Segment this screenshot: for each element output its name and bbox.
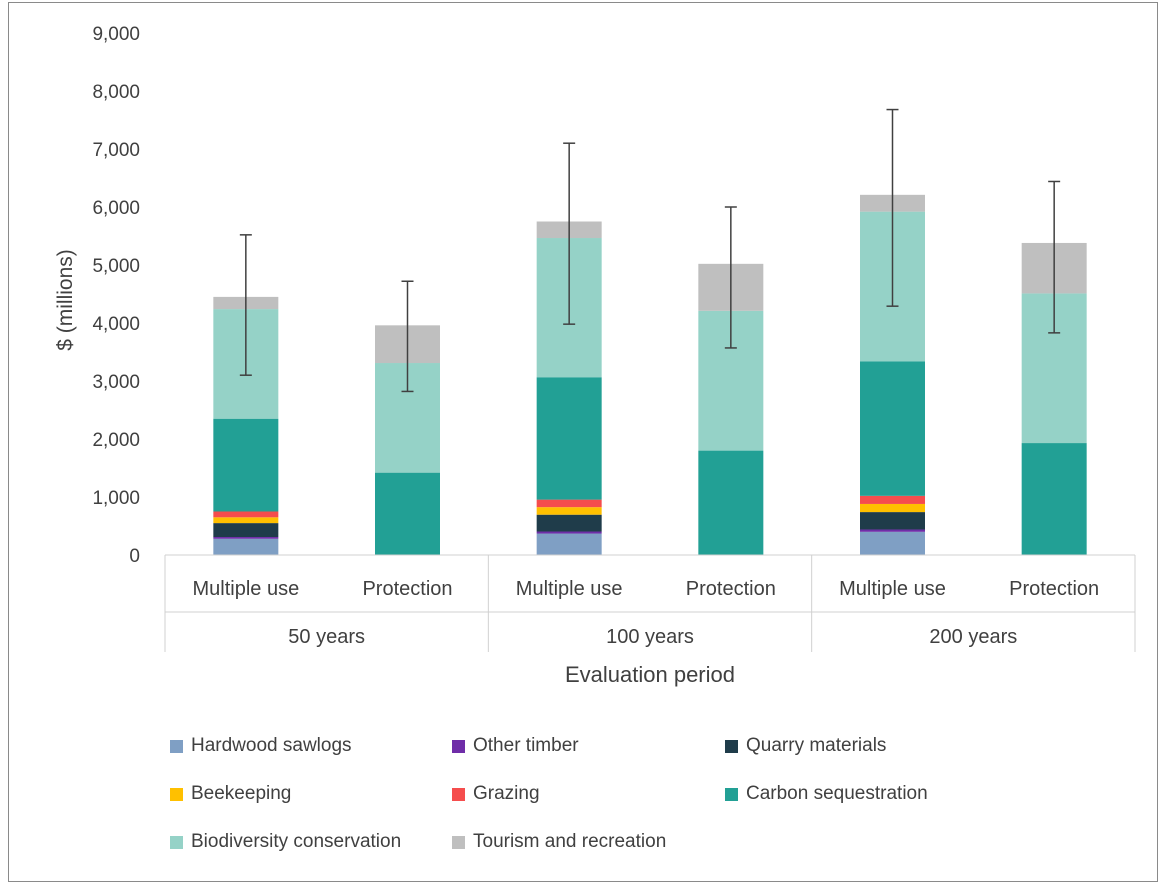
y-tick-label: 1,000 [92,488,140,509]
y-tick-label: 7,000 [92,140,140,161]
legend-item: Hardwood sawlogs [170,735,352,757]
legend-item: Other timber [452,735,579,757]
legend-item: Tourism and recreation [452,831,666,853]
legend-label: Grazing [473,783,540,804]
legend-swatch [452,739,465,753]
legend-label: Quarry materials [746,735,887,756]
x-group-label: 50 years [288,626,365,648]
bar-segment [213,523,279,538]
bar-segment [536,507,602,515]
x-axis-label: Evaluation period [565,662,735,687]
x-group-label: 100 years [606,626,694,648]
stacked-bar-chart: 0 1,000 2,000 3,000 4,000 5,000 6,000 7,000 8,00… [54,24,1136,687]
bar-segment [860,503,925,513]
y-tick-label: 2,000 [92,430,140,451]
legend-swatch [452,787,465,801]
y-tick-label: 5,000 [92,256,140,277]
y-tick-label: 4,000 [92,314,140,335]
legend-item: Grazing [452,783,540,805]
x-category-label: Multiple use [516,578,623,600]
bar-segment [536,499,602,508]
legend-label: Biodiversity conservation [191,831,402,852]
legend-label: Tourism and recreation [473,831,667,852]
bar-segment [860,495,925,504]
bar-segment [860,531,925,555]
bar-segment [536,533,602,555]
legend-swatch [170,787,183,801]
legend-item: Quarry materials [725,735,886,757]
bar-segment [213,418,279,512]
bar-segment [1021,443,1087,555]
bar-segment [213,538,279,555]
legend-swatch [725,787,738,801]
y-axis-label: $ (millions) [54,249,77,351]
legend-swatch [170,835,183,849]
x-category-label: Multiple use [839,578,946,600]
legend-swatch [170,739,183,753]
x-group-label: 200 years [929,626,1017,648]
bar-segment [860,529,925,532]
bar-segment [536,377,602,500]
x-category-label: Protection [362,578,452,600]
legend-item: Carbon sequestration [725,783,928,805]
legend-label: Carbon sequestration [746,783,928,804]
x-category-label: Protection [686,578,776,600]
bar-segment [536,514,602,532]
bar-segment [213,517,279,524]
x-category-label: Protection [1009,578,1099,600]
legend-label: Other timber [473,735,579,756]
bar-segment [698,450,764,555]
bar-segment [213,537,279,539]
y-tick-label: 8,000 [92,82,140,103]
legend-label: Beekeeping [191,783,292,804]
y-tick-label: 9,000 [92,24,140,45]
y-tick-label: 3,000 [92,372,140,393]
legend-swatch [725,739,738,753]
y-tick-label: 6,000 [92,198,140,219]
bar-segment [860,361,925,496]
legend-swatch [452,835,465,849]
legend-item: Beekeeping [170,783,291,805]
bar-segment [213,511,279,518]
y-tick-label: 0 [129,546,140,567]
bar-segment [375,472,440,555]
legend-label: Hardwood sawlogs [191,735,352,756]
chart-legend: Hardwood sawlogs Other timber Quarry mater… [170,735,1070,865]
x-category-label: Multiple use [192,578,299,600]
bar-segment [536,531,602,534]
bar-segment [860,512,925,530]
legend-item: Biodiversity conservation [170,831,401,853]
